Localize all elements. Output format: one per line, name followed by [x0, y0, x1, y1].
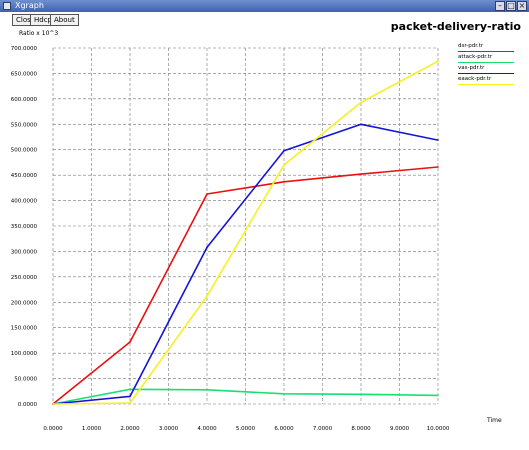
data-point-3	[206, 295, 208, 297]
data-point-0	[129, 341, 131, 343]
series-line-2	[52, 123, 439, 405]
legend-label: eaack-pdr.tr	[458, 76, 492, 82]
close-window-icon[interactable]: ×	[517, 1, 527, 11]
y-tick-label: 650.0000	[11, 71, 38, 77]
data-point-1	[206, 388, 208, 391]
data-point-2	[437, 139, 439, 141]
legend-label: vas-pdr.tr	[458, 65, 485, 71]
legend-swatch	[458, 84, 514, 85]
y-tick-label: 700.0000	[11, 46, 38, 52]
minimize-icon[interactable]: –	[495, 1, 505, 11]
x-tick-label: 7.0000	[313, 426, 333, 432]
legend: dsr-pdr.tr attack-pdr.tr vas-pdr.tr eaack-p…	[444, 43, 514, 87]
y-tick-label: 0.0000	[18, 402, 38, 408]
data-point-3	[52, 403, 54, 405]
y-tick-label: 450.0000	[11, 173, 38, 179]
y-tick-label: 250.0000	[11, 275, 38, 281]
x-tick-label: 3.0000	[159, 426, 179, 432]
y-tick-label: 50.0000	[14, 377, 37, 383]
title-bar: Xgraph – □ ×	[0, 0, 529, 12]
data-point-2	[283, 149, 285, 152]
series-line-0	[52, 166, 439, 405]
legend-item: attack-pdr.tr	[444, 54, 514, 65]
data-point-3	[437, 60, 439, 63]
toolbar	[0, 12, 529, 28]
y-tick-label: 100.0000	[11, 351, 38, 357]
data-point-1	[129, 388, 131, 391]
legend-swatch	[458, 73, 514, 74]
data-point-0	[360, 173, 362, 175]
legend-swatch	[458, 62, 514, 63]
data-point-2	[129, 395, 131, 398]
y-tick-label: 300.0000	[11, 249, 38, 255]
window-menu-icon[interactable]	[3, 2, 11, 10]
data-point-1	[283, 393, 285, 395]
data-point-1	[437, 394, 439, 397]
chart-title: packet-delivery-ratio	[390, 20, 521, 33]
y-tick-label: 200.0000	[11, 300, 38, 306]
legend-swatch	[458, 51, 514, 52]
maximize-icon[interactable]: □	[506, 1, 516, 11]
x-tick-label: 5.0000	[236, 426, 256, 432]
series-line-1	[52, 388, 439, 405]
y-axis-label: Ratio x 10^3	[19, 30, 59, 37]
x-tick-label: 6.0000	[274, 426, 294, 432]
data-point-3	[360, 101, 362, 104]
y-tick-label: 600.0000	[11, 97, 38, 103]
about-button[interactable]: About	[50, 14, 79, 26]
legend-label: attack-pdr.tr	[458, 54, 493, 60]
x-tick-label: 9.0000	[390, 426, 410, 432]
data-point-3	[129, 402, 131, 404]
y-tick-label: 500.0000	[11, 148, 38, 154]
legend-item: dsr-pdr.tr	[444, 43, 514, 54]
x-tick-label: 4.0000	[197, 426, 217, 432]
x-tick-label: 8.0000	[351, 426, 371, 432]
x-axis-label: Time	[487, 417, 502, 424]
data-point-0	[437, 166, 439, 168]
data-point-0	[206, 193, 208, 195]
x-tick-label: 0.0000	[43, 426, 63, 432]
data-point-2	[360, 123, 362, 126]
data-point-3	[283, 164, 285, 166]
x-tick-label: 1.0000	[82, 426, 102, 432]
y-tick-label: 550.0000	[11, 122, 38, 128]
data-point-2	[206, 246, 208, 249]
y-tick-label: 350.0000	[11, 224, 38, 230]
data-point-0	[283, 180, 285, 183]
legend-item: eaack-pdr.tr	[444, 76, 514, 87]
x-tick-label: 2.0000	[120, 426, 140, 432]
y-tick-label: 400.0000	[11, 199, 38, 205]
x-tick-label: 10.0000	[427, 426, 450, 432]
series-line-3	[52, 60, 439, 405]
y-tick-label: 150.0000	[11, 326, 38, 332]
window-title: Xgraph	[15, 1, 44, 10]
legend-label: dsr-pdr.tr	[458, 43, 484, 49]
data-point-1	[360, 393, 362, 396]
legend-item: vas-pdr.tr	[444, 65, 514, 76]
